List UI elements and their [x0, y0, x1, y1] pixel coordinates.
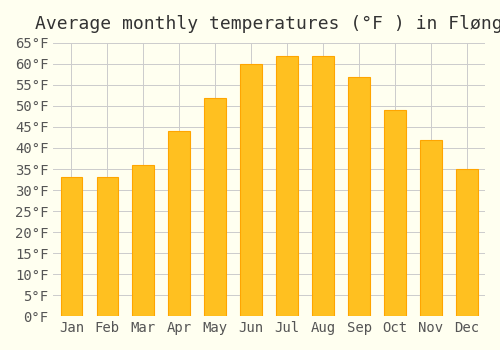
Bar [204, 98, 226, 316]
Bar [348, 77, 370, 316]
Bar [60, 177, 82, 316]
Bar [384, 110, 406, 316]
Bar [132, 165, 154, 316]
Bar [96, 177, 118, 316]
Bar [240, 64, 262, 316]
Bar [456, 169, 478, 316]
Bar [276, 56, 298, 316]
Bar [168, 131, 190, 316]
Bar [420, 140, 442, 316]
Bar [312, 56, 334, 316]
Title: Average monthly temperatures (°F ) in Fløng: Average monthly temperatures (°F ) in Fl… [36, 15, 500, 33]
